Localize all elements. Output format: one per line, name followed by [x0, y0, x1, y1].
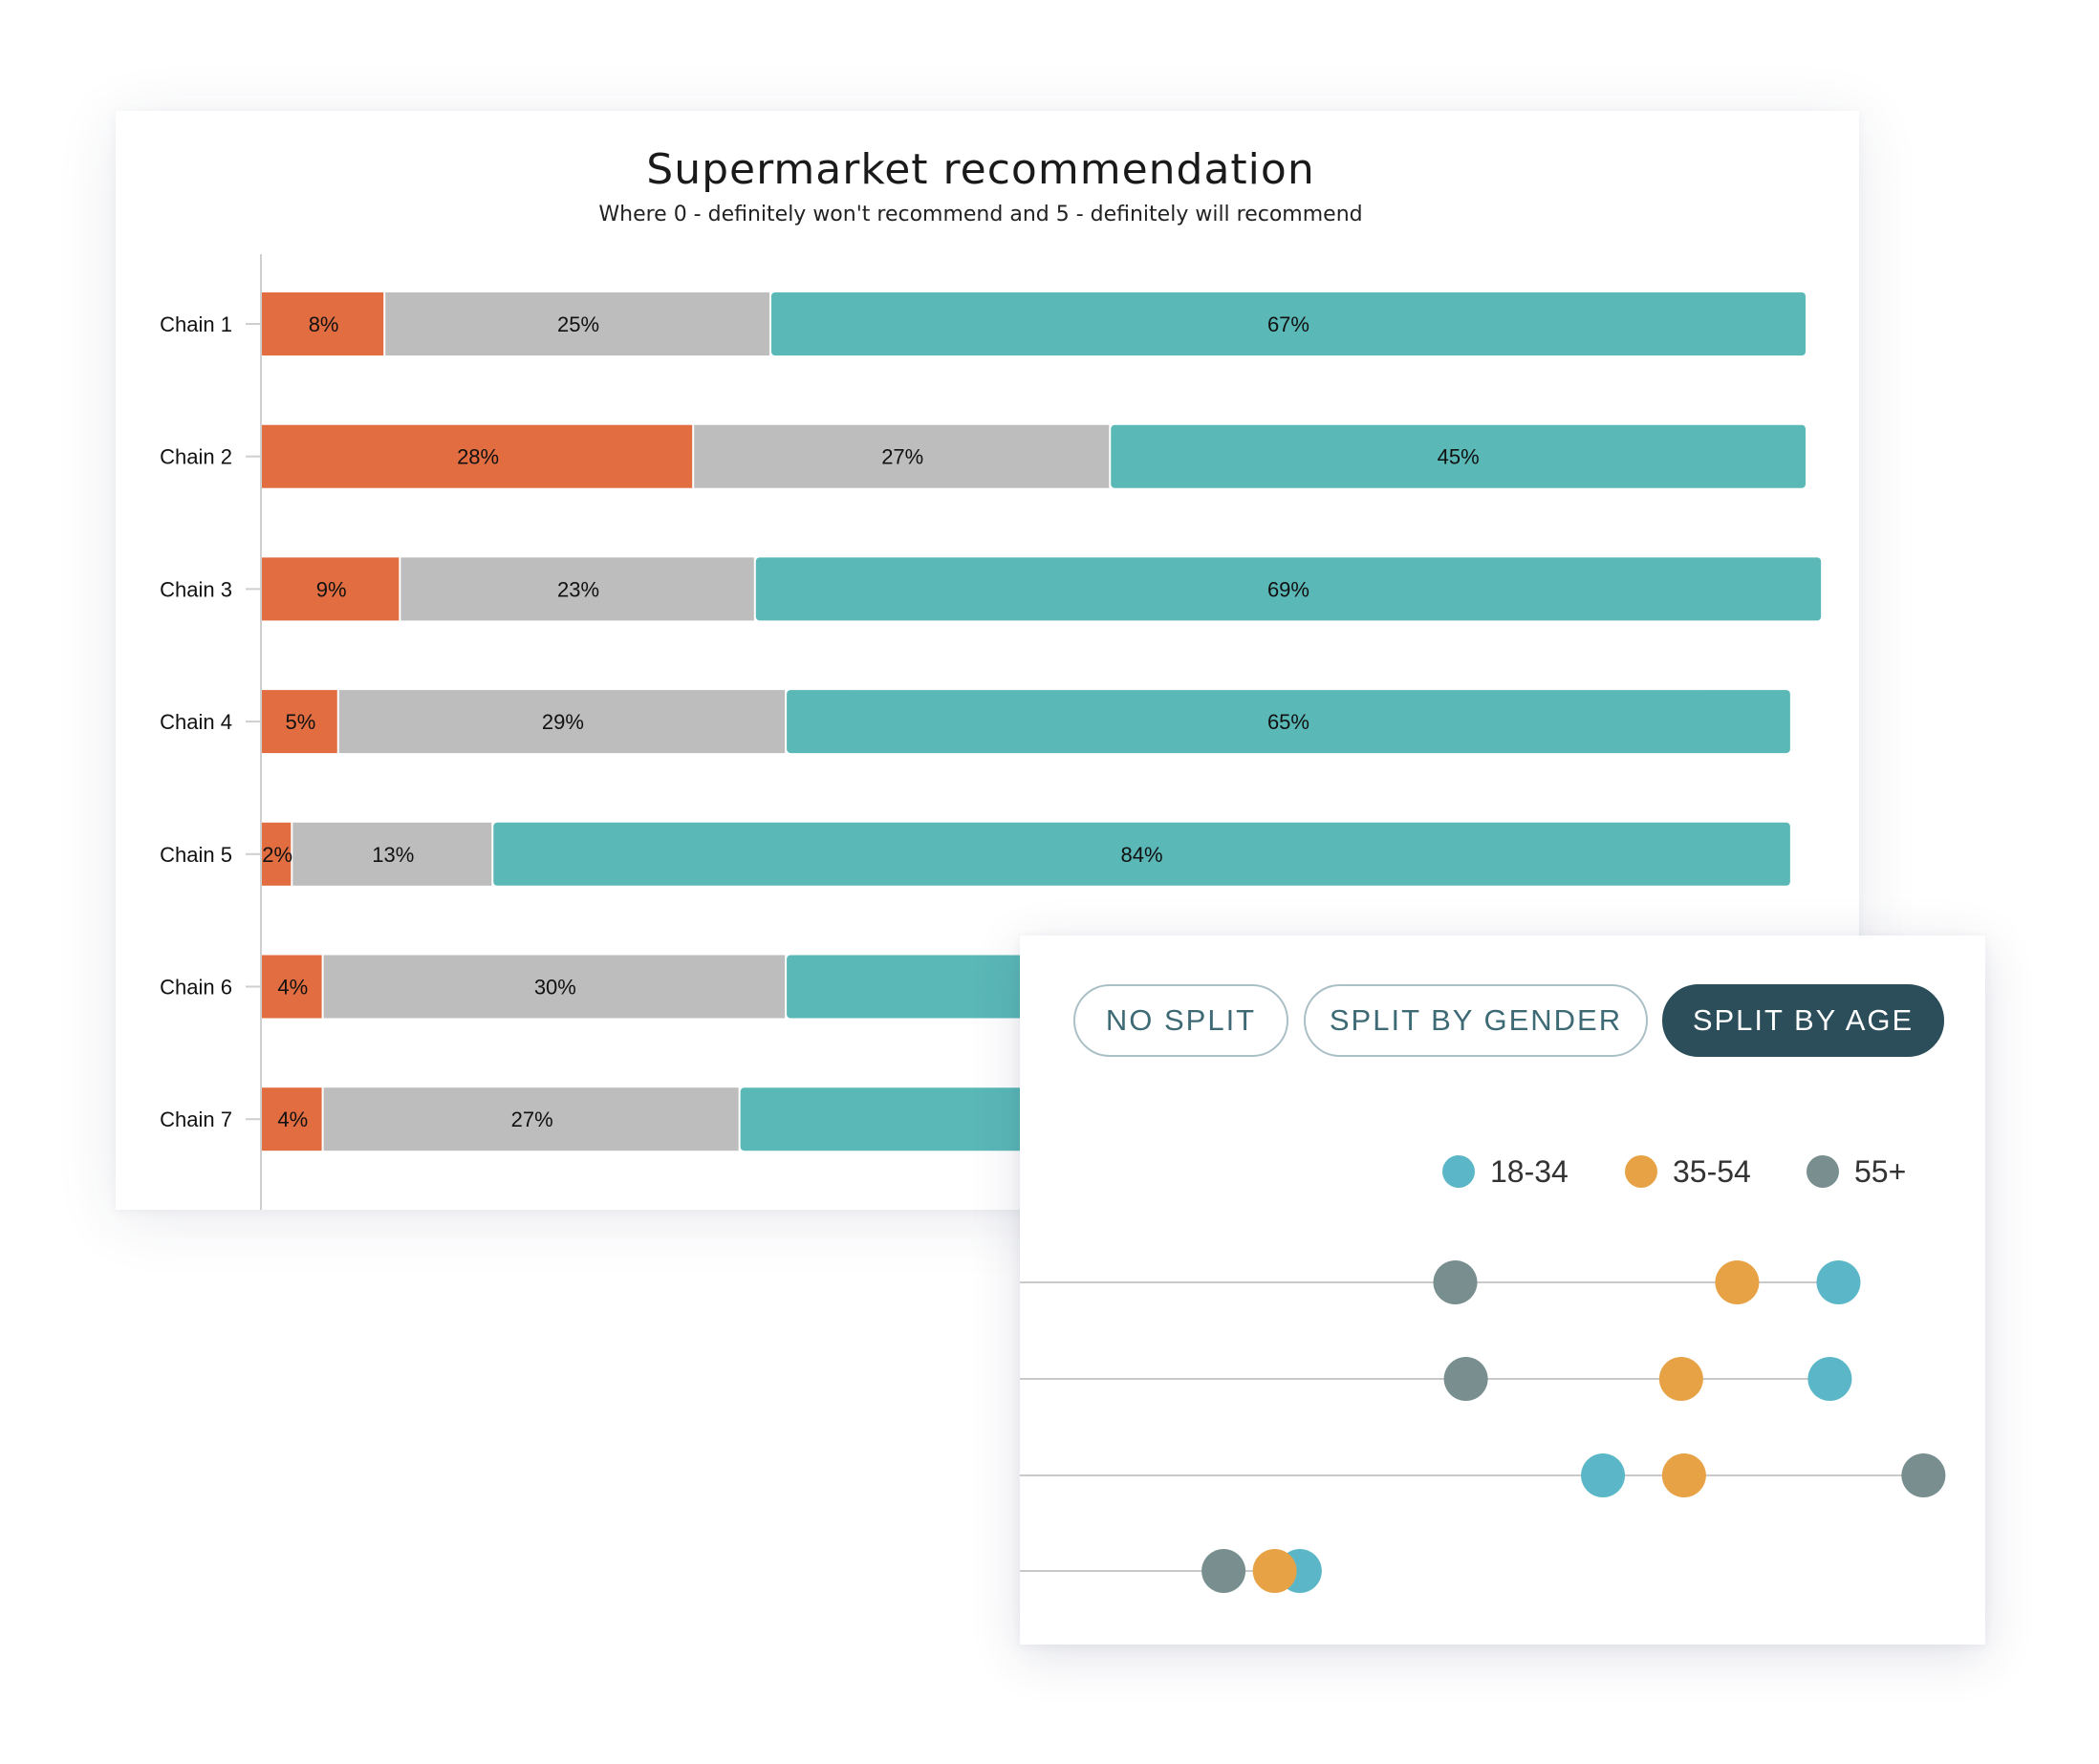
- bar-segment: [385, 292, 769, 355]
- bar-segment: [262, 1087, 322, 1151]
- chart-subtitle: Where 0 - definitely won't recommend and…: [598, 203, 1363, 226]
- bar-segment: [755, 557, 1822, 621]
- bar-segment: [262, 292, 384, 355]
- bar-value-label: 28%: [457, 445, 499, 469]
- dot-marker: [1658, 1357, 1703, 1401]
- bar-value-label: 25%: [557, 312, 599, 336]
- category-label: Chain 2: [160, 445, 232, 469]
- bar-segment: [323, 955, 786, 1019]
- chart-title: Supermarket recommendation: [646, 145, 1315, 194]
- dot-marker: [1201, 1549, 1246, 1593]
- dot-marker: [1433, 1260, 1478, 1304]
- bar-segment: [262, 557, 400, 621]
- bar-value-label: 45%: [1438, 445, 1480, 469]
- bar-value-label: 27%: [881, 445, 923, 469]
- category-label: Chain 6: [160, 976, 232, 1000]
- bar-segment: [262, 424, 693, 488]
- no-split-button[interactable]: NO SPLIT: [1073, 984, 1288, 1057]
- bar-value-label: 29%: [542, 710, 584, 734]
- dot-marker: [1443, 1357, 1488, 1401]
- bar-value-label: 2%: [262, 843, 292, 867]
- legend-marker: [1625, 1155, 1657, 1188]
- legend-label: 35-54: [1673, 1154, 1751, 1189]
- bar-value-label: 69%: [1267, 577, 1309, 601]
- dot-marker: [1661, 1453, 1706, 1497]
- category-label: Chain 4: [160, 710, 232, 734]
- bar-segment: [323, 1087, 739, 1151]
- bar-segment: [400, 557, 754, 621]
- bar-segment: [262, 955, 322, 1019]
- bar-value-label: 67%: [1267, 312, 1309, 336]
- bar-segment: [694, 424, 1110, 488]
- dot-marker: [1715, 1260, 1760, 1304]
- category-label: Chain 7: [160, 1108, 232, 1131]
- dot-marker: [1816, 1260, 1861, 1304]
- bar-segment: [787, 690, 1790, 754]
- dot-marker: [1252, 1549, 1297, 1593]
- bar-value-label: 23%: [557, 577, 599, 601]
- bar-value-label: 5%: [285, 710, 315, 734]
- split-by-age-button[interactable]: SPLIT BY AGE: [1662, 984, 1944, 1057]
- dot-marker: [1807, 1357, 1852, 1401]
- bar-value-label: 27%: [511, 1108, 553, 1131]
- bar-segment: [493, 822, 1790, 886]
- bar-value-label: 8%: [309, 312, 339, 336]
- age-dot-plot: 18-34 35-54 55+: [1020, 1154, 1946, 1593]
- dot-marker: [1901, 1453, 1946, 1497]
- bar-value-label: 4%: [277, 976, 308, 1000]
- bar-value-label: 4%: [277, 1108, 308, 1131]
- bar-segment: [338, 690, 786, 754]
- legend-marker: [1807, 1155, 1839, 1188]
- bar-segment: [770, 292, 1807, 355]
- split-panel: NO SPLIT SPLIT BY GENDER SPLIT BY AGE 18…: [1020, 936, 1985, 1645]
- bar-value-label: 30%: [534, 976, 576, 1000]
- dot-marker: [1581, 1453, 1626, 1497]
- bar-segment: [292, 822, 492, 886]
- bar-segment: [262, 822, 292, 886]
- legend-label: 18-34: [1490, 1154, 1569, 1189]
- category-label: Chain 1: [160, 312, 232, 336]
- bar-value-label: 9%: [316, 577, 347, 601]
- legend-label: 55+: [1854, 1154, 1906, 1189]
- category-label: Chain 3: [160, 577, 232, 601]
- legend-marker: [1442, 1155, 1475, 1188]
- bar-value-label: 65%: [1267, 710, 1309, 734]
- bar-value-label: 13%: [372, 843, 414, 867]
- split-by-gender-button[interactable]: SPLIT BY GENDER: [1304, 984, 1648, 1057]
- category-label: Chain 5: [160, 843, 232, 867]
- bar-segment: [262, 690, 337, 754]
- bar-segment: [1111, 424, 1806, 488]
- bar-value-label: 84%: [1121, 843, 1163, 867]
